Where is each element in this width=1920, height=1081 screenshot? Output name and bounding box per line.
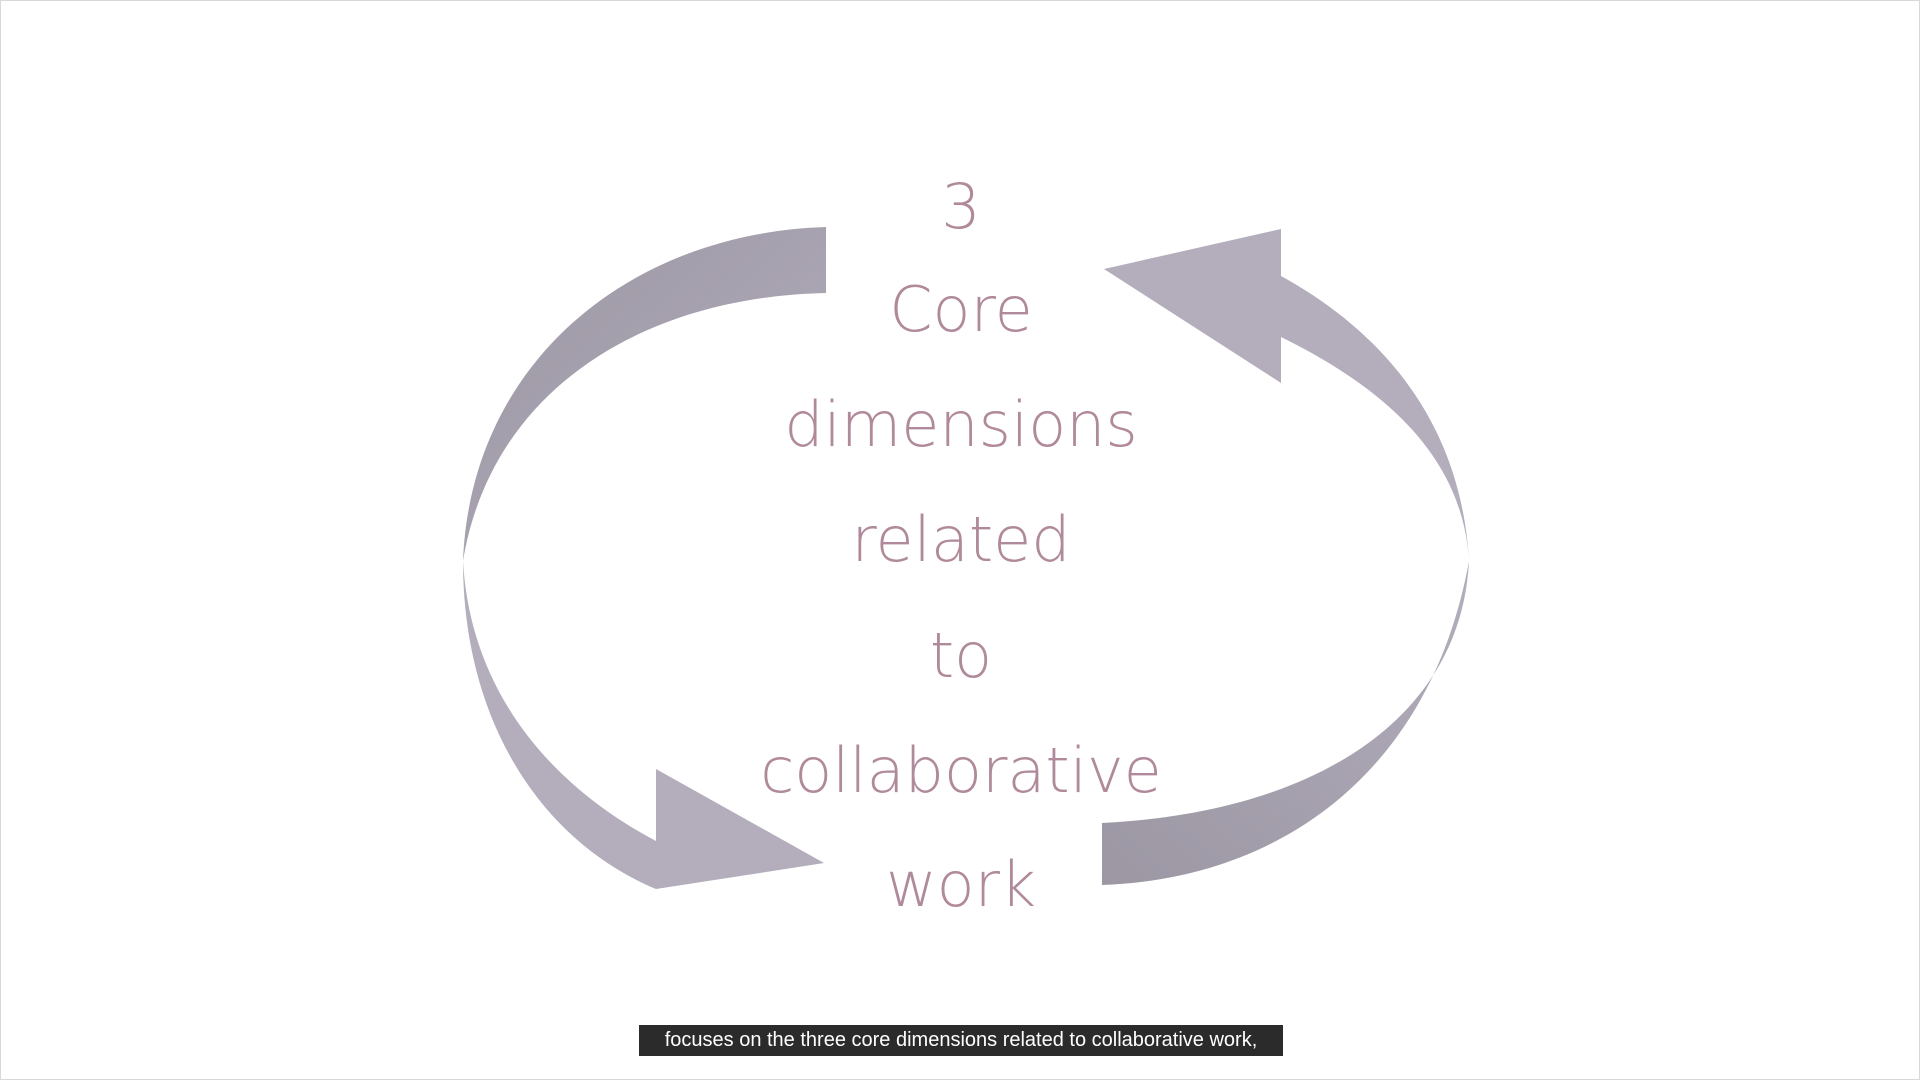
arrowhead-bottom-left xyxy=(656,769,824,889)
diagram-line-related: related xyxy=(851,503,1071,576)
diagram-line-core: Core xyxy=(889,273,1033,346)
arc-bottom-right xyxy=(1102,561,1469,885)
diagram-line-work: work xyxy=(885,848,1037,921)
diagram-line-collaborative: collaborative xyxy=(760,734,1162,807)
diagram-line-dimensions: dimensions xyxy=(784,388,1138,461)
subtitle-caption: focuses on the three core dimensions rel… xyxy=(639,1025,1283,1056)
arrowhead-top-right xyxy=(1104,229,1281,383)
arc-top-right xyxy=(1281,276,1469,561)
arc-bottom-left xyxy=(463,561,656,889)
diagram-line-to: to xyxy=(929,619,993,692)
arc-top-left xyxy=(463,227,826,561)
diagram-line-number: 3 xyxy=(941,170,981,243)
